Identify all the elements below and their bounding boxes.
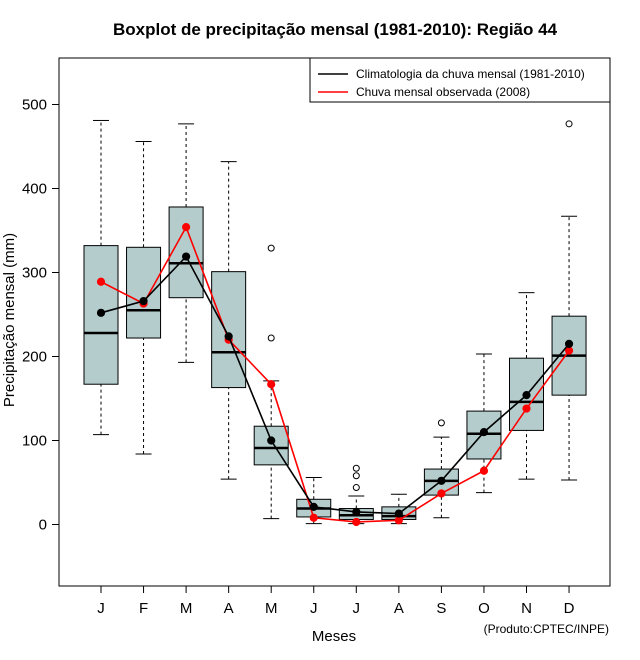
series-point: [522, 404, 531, 413]
x-tick-label: J: [353, 600, 361, 617]
chart-title: Boxplot de precipitação mensal (1981-201…: [113, 20, 558, 39]
y-tick-label: 200: [22, 349, 47, 366]
y-tick-label: 300: [22, 265, 47, 282]
series-point: [479, 466, 489, 475]
y-axis-label: Precipitação mensal (mm): [1, 233, 18, 407]
outlier-point: [352, 472, 360, 480]
series-point: [139, 296, 148, 306]
x-tick-label: F: [139, 600, 148, 617]
series-point: [96, 308, 106, 317]
y-tick-label: 0: [39, 517, 47, 534]
x-tick-label: D: [564, 600, 575, 617]
x-tick-label: A: [224, 600, 234, 617]
series-point: [352, 517, 361, 527]
legend: Climatologia da chuva mensal (1981-2010)…: [309, 57, 611, 103]
box-0: [83, 119, 119, 436]
series-point: [564, 339, 574, 348]
series-point: [479, 428, 489, 437]
outlier-point: [437, 419, 445, 427]
outlier-point: [267, 334, 275, 342]
x-tick-label: J: [310, 600, 318, 617]
y-tick-label: 400: [22, 181, 47, 198]
box-1: [126, 140, 162, 455]
series-lines: [96, 223, 574, 527]
x-axis-label: Meses: [312, 628, 356, 645]
y-axis: 0 100 200 300 400 500: [22, 97, 60, 534]
series-point: [352, 507, 361, 516]
series-point: [267, 436, 276, 445]
outlier-point: [352, 484, 360, 492]
box-2: [168, 123, 204, 363]
y-tick-label: 100: [22, 433, 47, 450]
series-0: [96, 252, 574, 518]
y-tick-label: 500: [22, 97, 47, 114]
series-point: [522, 391, 531, 400]
series-point: [309, 502, 318, 511]
credit-text: (Produto:CPTEC/INPE): [484, 622, 609, 636]
series-point: [182, 252, 191, 261]
x-tick-label: M: [265, 600, 278, 617]
series-point: [182, 223, 191, 232]
series-point: [394, 516, 403, 525]
box-iqr: [211, 271, 247, 389]
series-line: [100, 255, 570, 515]
box-11: [551, 120, 587, 481]
boxes-group: [83, 119, 587, 525]
series-point: [96, 277, 106, 286]
series-line: [100, 225, 570, 523]
box-iqr: [168, 206, 204, 299]
box-8: [423, 419, 459, 519]
series-point: [309, 513, 318, 522]
outlier-point: [267, 244, 275, 252]
box-10: [509, 292, 544, 480]
x-tick-label: J: [97, 600, 105, 617]
series-point: [437, 489, 446, 498]
outlier-point: [565, 120, 573, 128]
x-tick-label: O: [478, 600, 490, 617]
series-point: [224, 332, 233, 341]
series-point: [267, 380, 276, 389]
box-3: [211, 161, 247, 480]
box-iqr: [126, 246, 162, 339]
outlier-point: [352, 464, 360, 472]
x-tick-label: M: [180, 600, 193, 617]
legend-label: Chuva mensal observada (2008): [356, 85, 530, 99]
legend-label: Climatologia da chuva mensal (1981-2010): [356, 67, 585, 81]
series-point: [394, 509, 403, 518]
x-tick-label: S: [436, 600, 446, 617]
legend-box: [309, 57, 611, 103]
x-tick-label: A: [394, 600, 404, 617]
x-tick-label: N: [521, 600, 532, 617]
series-point: [437, 476, 446, 485]
